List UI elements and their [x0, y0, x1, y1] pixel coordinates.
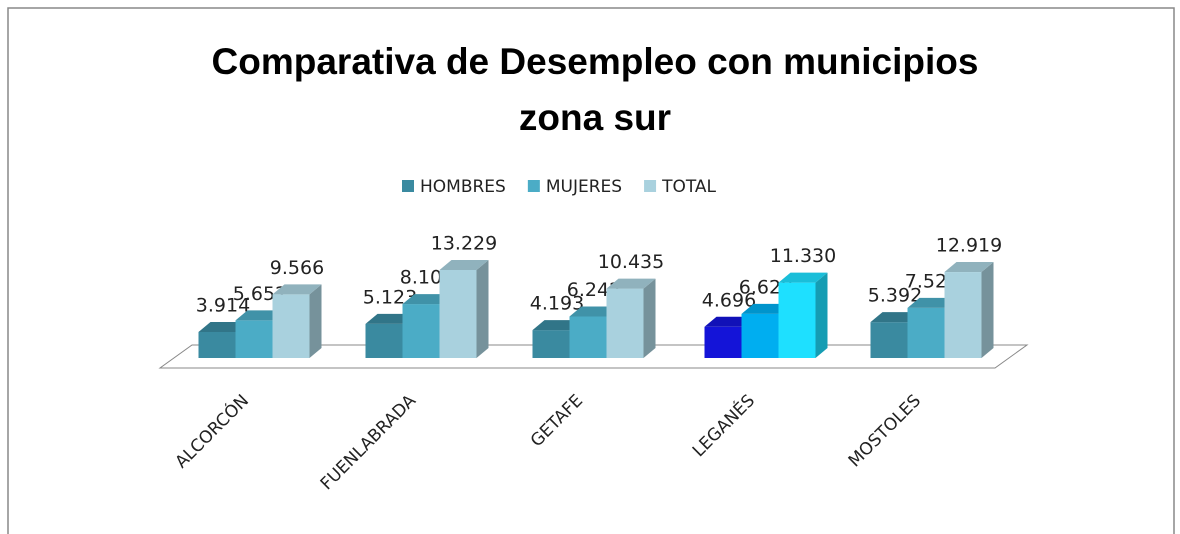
bar — [569, 316, 607, 358]
value-label: 4.193 — [530, 293, 584, 315]
bar-top — [870, 312, 920, 323]
value-label: 4.696 — [702, 289, 756, 311]
bar — [532, 330, 570, 358]
bar-top — [532, 320, 582, 331]
bar-side — [476, 260, 489, 358]
bar-side — [643, 278, 656, 358]
bar-top — [741, 303, 791, 314]
value-label: 10.435 — [598, 251, 664, 273]
legend-label: TOTAL — [661, 177, 716, 197]
bar — [741, 313, 779, 358]
bar-top — [907, 297, 957, 308]
bar-top — [439, 260, 489, 270]
bar-top — [272, 284, 322, 295]
bar — [402, 304, 440, 358]
legend-swatch — [644, 180, 657, 192]
bar-top — [778, 272, 828, 283]
bar — [870, 322, 908, 358]
value-label: 12.919 — [936, 235, 1002, 257]
bar-top — [606, 278, 656, 289]
bar — [907, 307, 945, 358]
bar-top — [704, 316, 754, 327]
bar-top — [569, 306, 619, 317]
bar — [235, 320, 273, 358]
legend-label: HOMBRES — [420, 177, 506, 197]
bar-top — [402, 294, 452, 305]
bar-side — [309, 284, 322, 358]
bar-side — [815, 272, 828, 358]
legend: HOMBRES MUJERES TOTAL — [402, 177, 717, 197]
legend-swatch — [402, 180, 414, 192]
bar — [778, 282, 816, 358]
value-label: 5.123 — [363, 286, 417, 308]
bar — [272, 294, 310, 358]
chart-title: Comparativa de Desempleo con municipios — [212, 41, 979, 82]
legend-swatch — [527, 180, 540, 192]
bar-top — [944, 262, 994, 273]
bar-top — [198, 321, 248, 332]
bar-top — [365, 313, 415, 324]
value-label: 13.229 — [431, 233, 497, 255]
bar — [606, 288, 644, 358]
bar — [365, 323, 403, 358]
bar — [198, 331, 236, 358]
bar — [944, 272, 982, 358]
bar-side — [981, 262, 994, 358]
value-label: 11.330 — [770, 245, 836, 267]
chart-subtitle: zona sur — [519, 97, 671, 138]
bar — [439, 270, 477, 358]
value-label: 5.392 — [868, 285, 922, 307]
legend-label: MUJERES — [546, 177, 622, 197]
bar-top — [235, 310, 285, 321]
value-label: 9.566 — [270, 257, 324, 279]
value-label: 3.914 — [196, 294, 250, 316]
bar — [704, 326, 742, 358]
